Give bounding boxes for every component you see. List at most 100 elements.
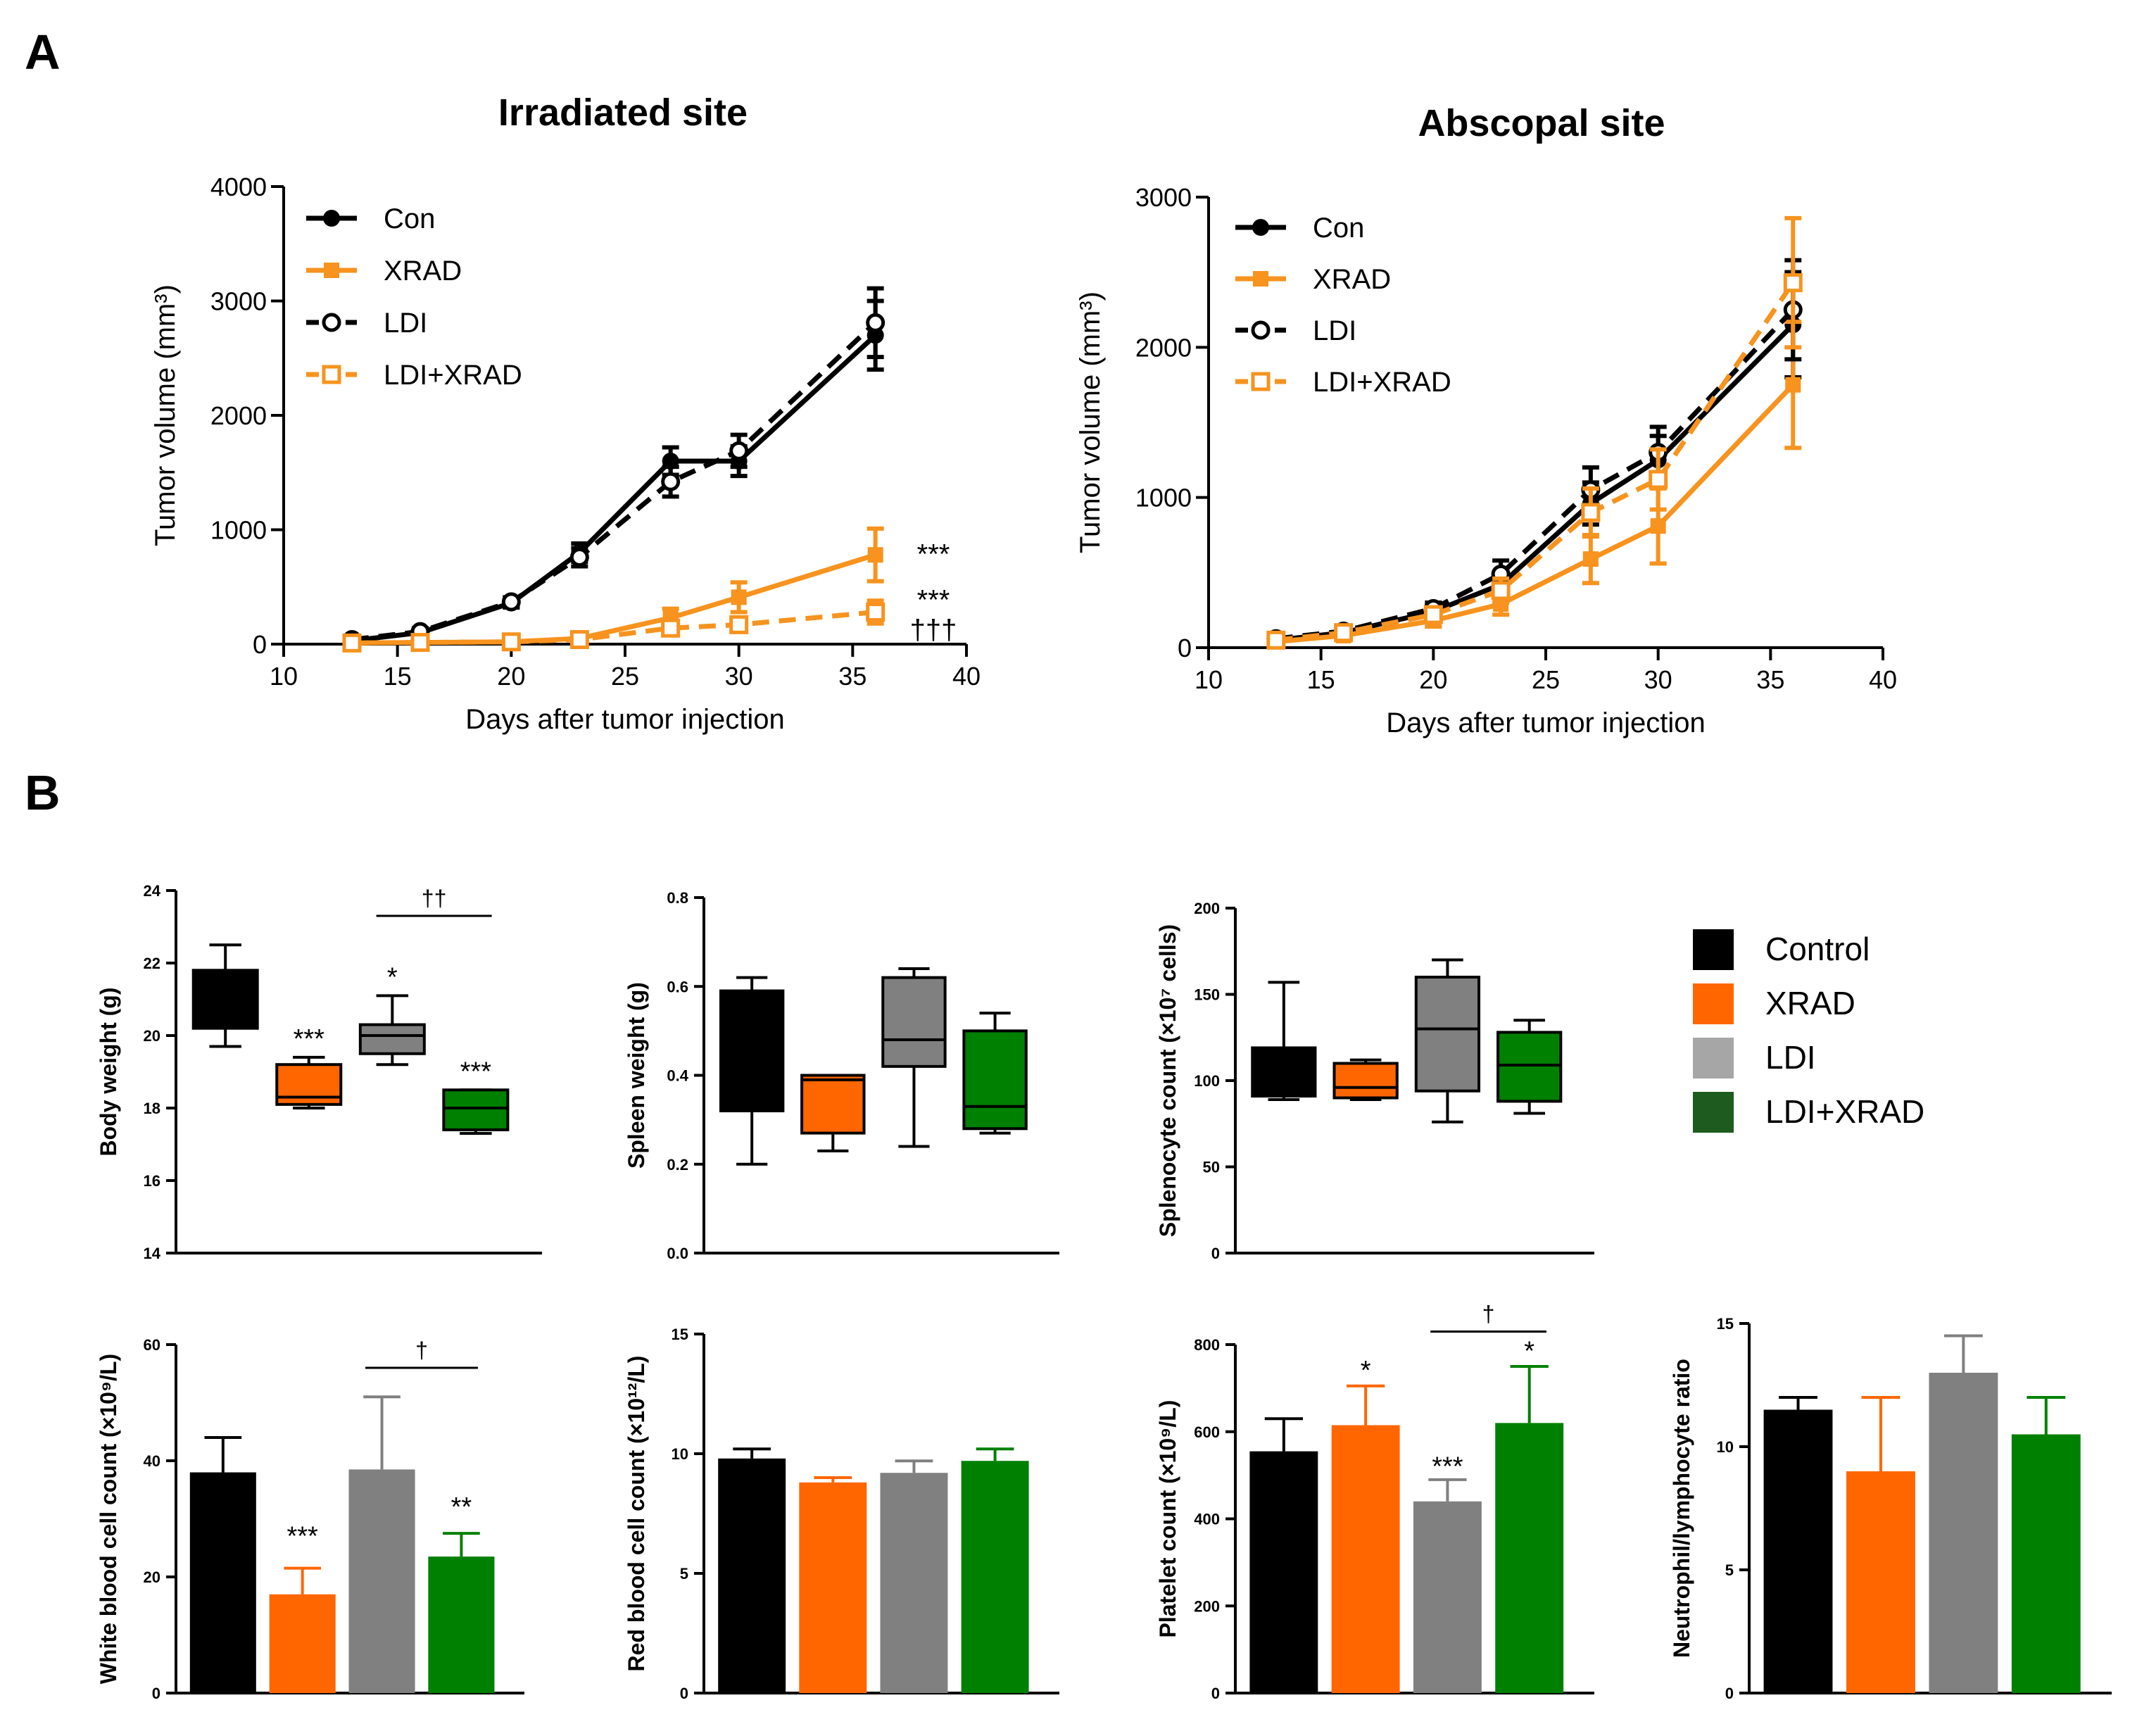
box-xrad xyxy=(1332,1062,1399,1100)
box-ldi-xrad xyxy=(1496,1031,1563,1103)
data-point xyxy=(501,592,521,612)
legend-label: LDI xyxy=(384,308,427,339)
legend-label: LDI+XRAD xyxy=(1313,367,1451,398)
y-tick-label: 0 xyxy=(1211,1685,1220,1702)
data-point xyxy=(569,630,589,649)
data-point xyxy=(410,633,430,653)
y-tick-label: 0.2 xyxy=(667,1156,688,1174)
y-axis-label: White blood cell count (×10⁹/L) xyxy=(96,1354,121,1684)
data-point xyxy=(867,547,883,563)
significance-mark: *** xyxy=(917,539,950,570)
data-point xyxy=(1334,623,1354,643)
y-tick-label: 0 xyxy=(1178,634,1192,662)
box-ldi xyxy=(358,1023,426,1055)
legend-marker xyxy=(323,210,340,227)
significance-mark: *** xyxy=(460,1057,492,1087)
legend-label: XRAD xyxy=(384,256,462,287)
y-axis-label: Splenocyte count (×10⁷ cells) xyxy=(1155,924,1180,1237)
x-axis-label: Days after tumor injection xyxy=(465,704,785,735)
bar-control xyxy=(189,1472,256,1693)
y-tick-label: 18 xyxy=(144,1100,160,1117)
y-tick-label: 150 xyxy=(1194,986,1220,1004)
legend-swatch xyxy=(1693,1038,1734,1078)
x-tick-label: 40 xyxy=(952,662,981,691)
data-point xyxy=(1649,470,1668,489)
series-line xyxy=(1275,383,1795,644)
data-point xyxy=(1785,377,1801,393)
data-point xyxy=(1491,581,1511,600)
y-tick-label: 15 xyxy=(1717,1315,1734,1333)
x-tick-label: 25 xyxy=(611,662,639,691)
y-tick-label: 5 xyxy=(680,1565,688,1583)
legend-label: LDI xyxy=(1765,1039,1816,1076)
legend-marker xyxy=(1251,372,1271,391)
y-tick-label: 22 xyxy=(144,955,160,972)
y-tick-label: 5 xyxy=(1725,1561,1734,1579)
chart-title: Abscopal site xyxy=(1418,102,1665,144)
y-tick-label: 10 xyxy=(1717,1438,1734,1456)
legend-label: XRAD xyxy=(1313,264,1391,295)
y-axis-label: Tumor volume (mm³) xyxy=(150,284,181,546)
y-tick-label: 0 xyxy=(680,1685,688,1702)
y-tick-label: 0 xyxy=(1211,1245,1220,1262)
bar-ldi-xrad xyxy=(2011,1434,2081,1693)
y-tick-label: 60 xyxy=(144,1336,160,1354)
box-ldi-xrad xyxy=(442,1088,510,1131)
data-point xyxy=(569,548,589,567)
data-point xyxy=(342,633,362,653)
legend-marker xyxy=(324,263,339,278)
bar-control xyxy=(1763,1409,1833,1693)
x-tick-label: 35 xyxy=(838,662,866,691)
comparison-mark: † xyxy=(415,1338,428,1363)
bar-ldi xyxy=(880,1473,948,1693)
y-tick-label: 0.0 xyxy=(667,1245,688,1262)
y-tick-label: 24 xyxy=(144,882,161,900)
panel-label-a: A xyxy=(25,25,61,80)
data-point xyxy=(661,618,681,638)
bar-xrad xyxy=(799,1482,867,1693)
data-point xyxy=(731,589,747,605)
y-tick-label: 4000 xyxy=(210,172,267,201)
data-point xyxy=(866,603,886,622)
box-ldi xyxy=(1414,976,1481,1093)
data-point xyxy=(1423,605,1443,624)
x-tick-label: 15 xyxy=(1307,665,1335,694)
y-axis-label: Body weight (g) xyxy=(96,988,121,1157)
data-point xyxy=(729,441,749,460)
legend-swatch xyxy=(1693,1092,1734,1133)
x-tick-label: 20 xyxy=(1419,665,1447,694)
x-tick-label: 10 xyxy=(270,662,298,691)
chart-sw: 0.0 0.2 0.4 0.6 0.8 Spleen weight (g) xyxy=(624,889,1059,1262)
y-tick-label: 0 xyxy=(152,1685,160,1702)
x-tick-label: 30 xyxy=(725,662,753,691)
box-control xyxy=(191,969,259,1030)
x-axis-label: Days after tumor injection xyxy=(1386,707,1706,738)
legend-label: LDI+XRAD xyxy=(1765,1093,1924,1130)
data-point xyxy=(729,615,749,634)
y-tick-label: 800 xyxy=(1194,1336,1220,1354)
chart-wbc: 0 20 40 60 White blood cell count (×10⁹/L) **… xyxy=(96,1336,524,1702)
y-tick-label: 3000 xyxy=(210,287,267,316)
y-tick-label: 14 xyxy=(144,1245,161,1262)
box-xrad xyxy=(800,1074,866,1135)
y-tick-label: 16 xyxy=(144,1172,160,1190)
bar-control xyxy=(718,1458,786,1693)
bar-ldi xyxy=(1413,1501,1482,1693)
significance-mark: ** xyxy=(451,1492,472,1522)
significance-mark: *** xyxy=(294,1024,325,1054)
y-tick-label: 0 xyxy=(253,630,267,659)
box-ldi xyxy=(881,976,947,1068)
panel-label-b: B xyxy=(25,765,61,820)
bar-xrad xyxy=(269,1594,336,1693)
y-tick-label: 0.6 xyxy=(667,978,688,995)
y-tick-label: 2000 xyxy=(210,401,267,430)
y-tick-label: 0.4 xyxy=(667,1067,688,1085)
significance-mark: *** xyxy=(917,585,950,616)
chart-irr: Irradiated site 0 1000 2000 3000 4000 10 15 20 25… xyxy=(150,92,981,735)
legend-label: Con xyxy=(384,203,435,234)
y-tick-label: 400 xyxy=(1194,1511,1220,1528)
legend-label: LDI+XRAD xyxy=(384,360,522,391)
bar-xrad xyxy=(1846,1471,1915,1693)
